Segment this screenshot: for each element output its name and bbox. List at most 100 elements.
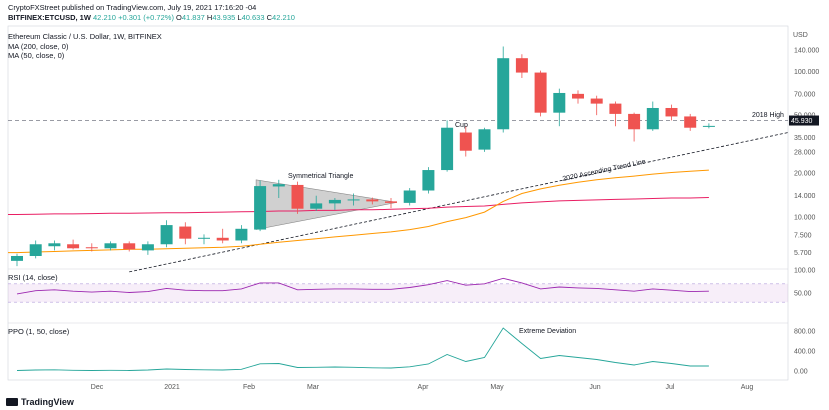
candle [422, 167, 435, 194]
symbol: BITFINEX:ETCUSD, 1W [8, 13, 91, 22]
h-value: 43.935 [212, 13, 236, 22]
chart-canvas: 140.000100.00070.00050.00035.00028.00020… [7, 25, 820, 392]
candle-body [11, 255, 23, 261]
x-tick-label: Feb [243, 384, 255, 391]
candle-body [441, 127, 454, 171]
extreme-deviation-label: Extreme Deviation [519, 328, 576, 335]
candle [160, 220, 173, 248]
candle [67, 239, 80, 250]
cup-label: Cup [455, 122, 468, 129]
c-value: 42.210 [272, 13, 295, 22]
ma200-line [8, 197, 709, 215]
ma200-label: MA (200, close, 0) [8, 42, 69, 51]
price-label-box [789, 115, 819, 126]
candle [254, 180, 267, 232]
candle-body [478, 129, 491, 150]
candle-body [235, 228, 248, 241]
candle [403, 188, 416, 206]
candle [29, 240, 42, 259]
price-label: 45.930 [791, 118, 813, 125]
tradingview-brand: TradingView [21, 397, 74, 407]
publisher-line: CryptoFXStreet published on TradingView.… [8, 3, 257, 12]
x-tick-label: May [490, 384, 504, 391]
candle-body [85, 247, 98, 249]
candle [85, 243, 98, 252]
tradingview-logo-icon [6, 398, 18, 406]
candle [628, 112, 641, 142]
candle-body [272, 184, 285, 187]
candle-body [67, 244, 80, 249]
rsi-tick-label: 100.00 [794, 268, 816, 275]
price-tick-label: 20.000 [794, 171, 816, 178]
candle [553, 88, 566, 127]
change: +0.301 (+0.72%) [118, 13, 174, 22]
candle [534, 70, 547, 117]
chart-frame [7, 25, 789, 381]
candle [646, 101, 659, 131]
price-tick-label: 100.000 [794, 69, 819, 76]
candle [572, 90, 584, 104]
candle-body [628, 113, 641, 130]
candle [328, 198, 341, 210]
x-tick-label: 2021 [164, 384, 180, 391]
candle [291, 181, 304, 214]
candle [104, 241, 117, 251]
candle-body [515, 58, 528, 73]
price-tick-label: 28.000 [794, 149, 816, 156]
last-close: 42.210 [93, 13, 116, 22]
o-value: 41.837 [181, 13, 205, 22]
ppo-pane [16, 327, 709, 371]
candle-body [553, 92, 566, 113]
symmetrical-triangle-label: Symmetrical Triangle [288, 173, 353, 180]
candle [366, 197, 379, 205]
candle-body [385, 201, 397, 203]
candle [198, 234, 210, 245]
candle [684, 113, 697, 131]
price-tick-label: 14.000 [794, 193, 816, 200]
candle-body [310, 203, 323, 209]
symmetrical-triangle-shape [255, 179, 398, 230]
candle [478, 127, 491, 152]
candle-body [160, 225, 173, 245]
candle [216, 228, 229, 244]
x-tick-label: Aug [741, 384, 754, 391]
candle [441, 120, 454, 172]
candle-body [179, 226, 192, 239]
candle [179, 222, 192, 245]
candle-body [254, 186, 267, 230]
x-tick-label: Jul [666, 384, 675, 391]
l-label: L [237, 13, 242, 22]
x-tick-label: Mar [307, 384, 320, 391]
candle [702, 123, 715, 129]
candle-body [665, 107, 678, 117]
candle-body [684, 116, 697, 128]
candle-body [216, 237, 229, 241]
price-tick-label: 5.700 [794, 250, 812, 257]
o-label: O [176, 13, 182, 22]
candle [272, 179, 285, 199]
frame-border [7, 25, 789, 381]
candle-body [291, 184, 304, 209]
candle-body [198, 237, 210, 239]
candle-body [497, 58, 510, 130]
candle-body [123, 243, 136, 250]
candle [609, 101, 622, 127]
tradingview-footer[interactable]: TradingView [6, 397, 74, 407]
price-tick-label: 140.000 [794, 48, 819, 55]
candle-body [646, 107, 659, 130]
candle-body [328, 199, 341, 204]
price-tick-label: 35.000 [794, 135, 816, 142]
candle-body [141, 244, 154, 251]
axes: 140.000100.00070.00050.00035.00028.00020… [91, 48, 820, 392]
x-tick-label: Jun [589, 384, 600, 391]
candle-body [347, 199, 360, 201]
price-tick-label: 70.000 [794, 91, 816, 98]
candle-body [609, 103, 622, 114]
h-label: H [206, 13, 213, 22]
candle-body [590, 98, 603, 104]
chart-title: Ethereum Classic / U.S. Dollar, 1W, BITF… [8, 32, 162, 41]
candle-body [403, 190, 416, 203]
candle-body [459, 132, 472, 151]
price-tick-label: 10.000 [794, 215, 816, 222]
candle [497, 46, 510, 133]
